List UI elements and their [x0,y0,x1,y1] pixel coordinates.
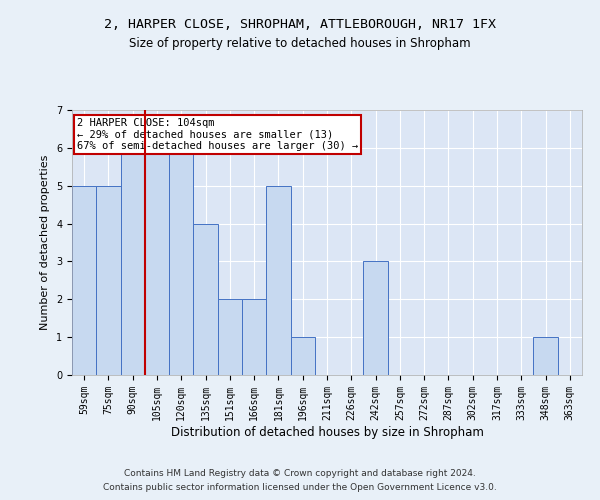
Bar [218,300,242,375]
Bar [72,186,96,375]
Bar [193,224,218,375]
Bar [145,148,169,375]
Bar [242,300,266,375]
X-axis label: Distribution of detached houses by size in Shropham: Distribution of detached houses by size … [170,426,484,438]
Text: Contains public sector information licensed under the Open Government Licence v3: Contains public sector information licen… [103,484,497,492]
Bar [290,337,315,375]
Bar [121,148,145,375]
Bar [364,262,388,375]
Bar [169,148,193,375]
Text: 2 HARPER CLOSE: 104sqm
← 29% of detached houses are smaller (13)
67% of semi-det: 2 HARPER CLOSE: 104sqm ← 29% of detached… [77,118,358,151]
Text: Size of property relative to detached houses in Shropham: Size of property relative to detached ho… [129,38,471,51]
Text: 2, HARPER CLOSE, SHROPHAM, ATTLEBOROUGH, NR17 1FX: 2, HARPER CLOSE, SHROPHAM, ATTLEBOROUGH,… [104,18,496,30]
Bar [96,186,121,375]
Y-axis label: Number of detached properties: Number of detached properties [40,155,50,330]
Text: Contains HM Land Registry data © Crown copyright and database right 2024.: Contains HM Land Registry data © Crown c… [124,468,476,477]
Bar [533,337,558,375]
Bar [266,186,290,375]
